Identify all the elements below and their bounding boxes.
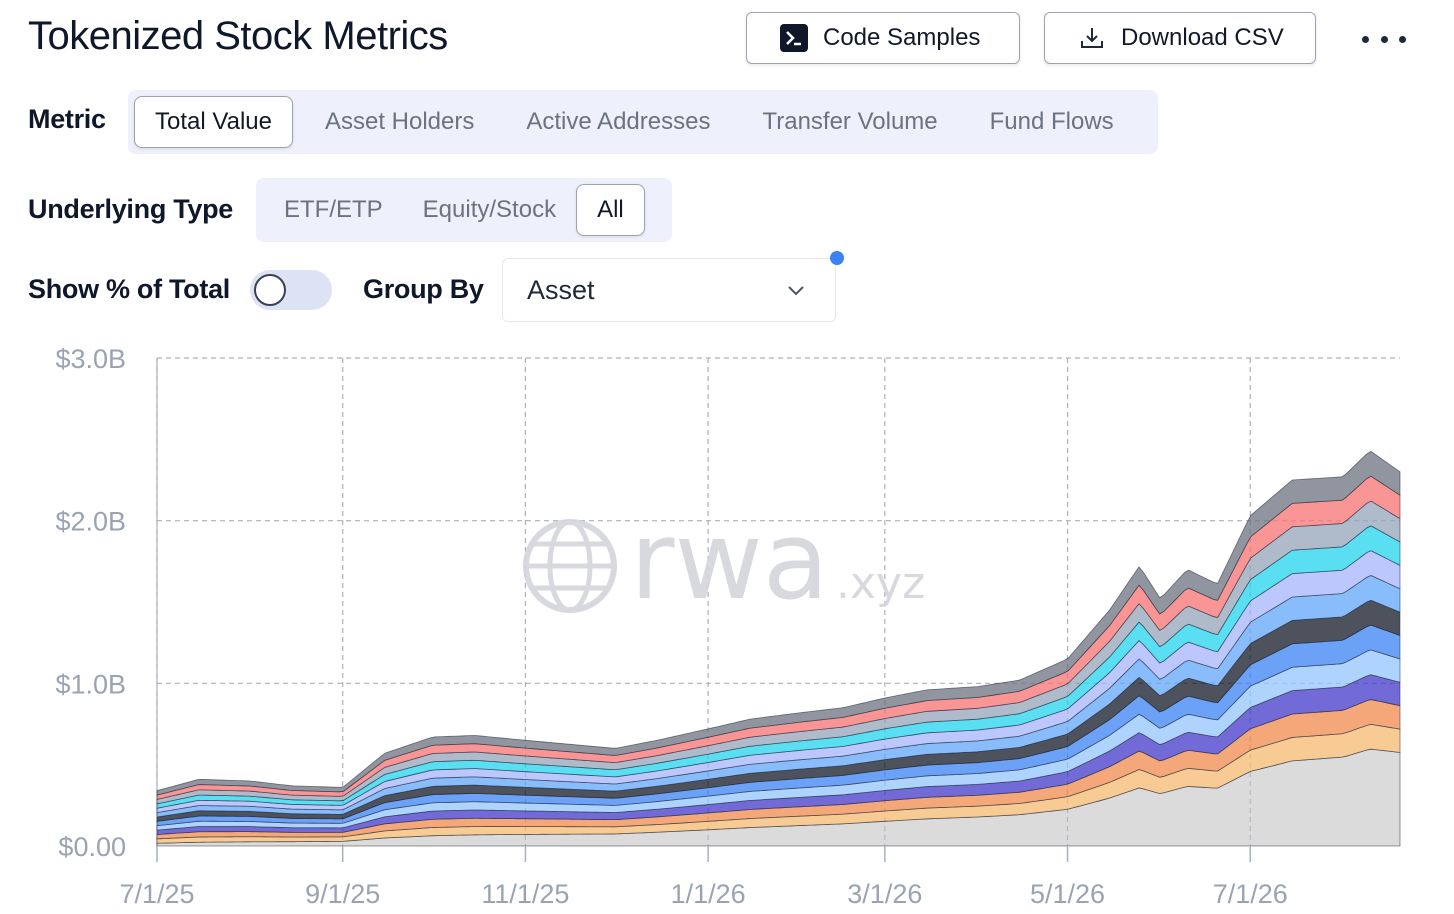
- x-tick-label: 9/1/25: [305, 879, 380, 909]
- group-by-label: Group By: [363, 274, 484, 304]
- code-samples-button[interactable]: Code Samples: [746, 12, 1020, 64]
- notification-dot: [830, 251, 844, 265]
- y-tick-label: $0.00: [58, 832, 126, 862]
- y-tick-label: $1.0B: [55, 669, 126, 699]
- metric-label: Metric: [28, 104, 106, 134]
- type-option-all[interactable]: All: [576, 184, 645, 236]
- x-tick-label: 1/1/26: [671, 879, 746, 909]
- type-option-etf[interactable]: ETF/ETP: [284, 196, 383, 223]
- stacked-areas: [156, 450, 1401, 847]
- show-pct-label: Show % of Total: [28, 274, 230, 304]
- metric-option-total-value[interactable]: Total Value: [134, 96, 293, 148]
- terminal-icon: [779, 23, 809, 53]
- globe-icon: [523, 519, 617, 613]
- type-option-equity[interactable]: Equity/Stock: [422, 196, 557, 223]
- series-area: [156, 450, 1401, 796]
- x-tick-label: 7/1/25: [119, 879, 194, 909]
- metric-option-fund-flows[interactable]: Fund Flows: [989, 108, 1114, 135]
- y-tick-label: $3.0B: [55, 344, 126, 374]
- metric-option-transfer-volume[interactable]: Transfer Volume: [762, 108, 938, 135]
- total-value-chart: rwa .xyz $0.00 $1.0B $2.0B $3.0B 7/1/25 9/1/…: [55, 344, 1401, 909]
- download-csv-label: Download CSV: [1121, 24, 1284, 51]
- underlying-type-label: Underlying Type: [28, 194, 234, 224]
- metric-option-active-addresses[interactable]: Active Addresses: [526, 108, 711, 135]
- metric-selector: Total Value Asset Holders Active Address…: [128, 90, 1158, 154]
- x-tick-label: 3/1/26: [847, 879, 922, 909]
- x-tick-label: 7/1/26: [1213, 879, 1288, 909]
- x-axis: 7/1/25 9/1/25 11/1/25 1/1/26 3/1/26 5/1/26 7/1…: [119, 846, 1288, 909]
- download-csv-button[interactable]: Download CSV: [1044, 12, 1316, 64]
- show-pct-toggle[interactable]: [250, 270, 332, 310]
- more-icon[interactable]: [1362, 24, 1406, 54]
- code-samples-label: Code Samples: [823, 24, 981, 51]
- watermark-brand: rwa: [630, 499, 829, 624]
- download-icon: [1077, 23, 1107, 53]
- watermark: rwa .xyz: [523, 499, 925, 624]
- underlying-type-selector: ETF/ETP Equity/Stock All: [256, 178, 672, 242]
- y-axis: $0.00 $1.0B $2.0B $3.0B: [55, 344, 126, 862]
- page-title: Tokenized Stock Metrics: [28, 14, 448, 58]
- x-tick-label: 5/1/26: [1030, 879, 1105, 909]
- metric-option-asset-holders[interactable]: Asset Holders: [324, 108, 475, 135]
- watermark-suffix: .xyz: [836, 558, 925, 609]
- group-by-select[interactable]: Asset: [502, 258, 836, 322]
- toggle-knob: [254, 274, 286, 306]
- chevron-down-icon: [788, 286, 804, 296]
- x-tick-label: 11/1/25: [481, 879, 569, 909]
- group-by-value: Asset: [527, 274, 595, 305]
- y-tick-label: $2.0B: [55, 507, 126, 537]
